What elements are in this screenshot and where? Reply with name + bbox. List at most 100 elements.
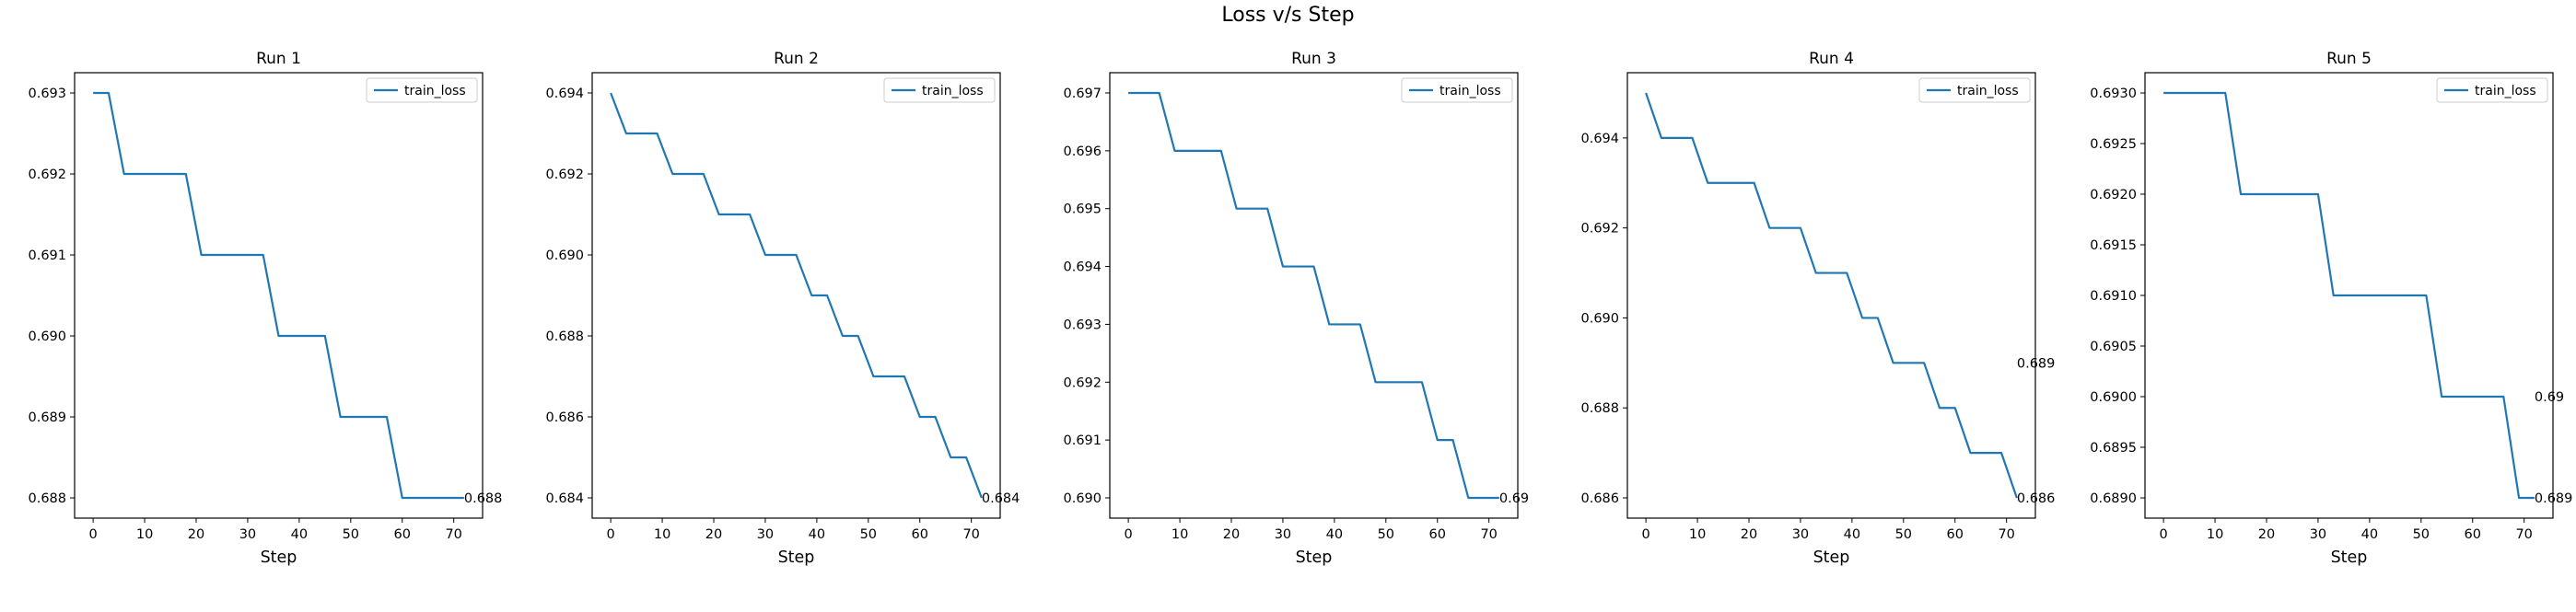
legend-label: train_loss (922, 84, 984, 98)
legend: train_loss (1401, 77, 1513, 103)
x-tick-label: 40 (809, 527, 825, 542)
value-annotation: 0.688 (464, 491, 503, 506)
y-tick-label: 0.691 (1063, 433, 1102, 448)
x-tick-label: 20 (1223, 527, 1240, 542)
x-tick-label: 60 (1429, 527, 1446, 542)
series-line-train_loss (93, 91, 464, 500)
subplot-run-5: Run 5 0 10 20 30 40 50 60 70 0.6890 0.6895 0.6900 0.… (2090, 50, 2572, 567)
x-tick-label: 40 (2361, 527, 2378, 542)
x-tick-label: 50 (2413, 527, 2430, 542)
series-line-train_loss (1128, 91, 1499, 500)
x-tick-label: 50 (860, 527, 877, 542)
x-tick-label: 30 (239, 527, 256, 542)
subplot-run-2: Run 2 0 10 20 30 40 50 60 70 0.684 0.686 0.688 0.690… (545, 50, 1020, 567)
y-tick-label: 0.6910 (2090, 289, 2137, 304)
y-tick-label: 0.691 (28, 248, 66, 263)
subplot-title: Run 3 (1291, 50, 1336, 68)
y-tick-label: 0.694 (1063, 260, 1102, 275)
subplot-title: Run 4 (1809, 50, 1854, 68)
x-tick-label: 20 (188, 527, 204, 542)
x-tick-label: 60 (2465, 527, 2481, 542)
y-tick-label: 0.696 (1063, 144, 1102, 159)
legend-label: train_loss (1957, 84, 2019, 98)
y-tick-label: 0.686 (1580, 491, 1619, 506)
x-tick-label: 20 (2258, 527, 2275, 542)
x-tick-label: 0 (89, 527, 98, 542)
y-tick-label: 0.6920 (2090, 188, 2137, 202)
legend-box (883, 77, 996, 103)
x-tick-label: 10 (1689, 527, 1706, 542)
x-tick-label: 10 (654, 527, 670, 542)
x-axis-label: Step (2331, 548, 2368, 567)
y-tick-label: 0.6905 (2090, 340, 2137, 354)
x-tick-label: 40 (1844, 527, 1860, 542)
legend: train_loss (2436, 77, 2548, 103)
y-tick-label: 0.688 (545, 329, 584, 344)
y-tick-label: 0.694 (545, 87, 584, 101)
series-line-train_loss (2163, 91, 2535, 500)
subplot-title: Run 1 (256, 50, 301, 68)
x-axis-label: Step (1296, 548, 1333, 567)
axes-frame (74, 72, 484, 519)
x-tick-label: 60 (1947, 527, 1964, 542)
value-annotation: 0.689 (2017, 356, 2056, 371)
x-tick-label: 50 (343, 527, 359, 542)
value-annotation: 0.689 (2535, 491, 2573, 506)
legend-box (1401, 77, 1513, 103)
series-line-train_loss (1645, 92, 2018, 499)
y-tick-label: 0.686 (545, 410, 584, 425)
legend: train_loss (1918, 77, 2031, 103)
value-annotation: 0.686 (2017, 491, 2056, 506)
subplot-title: Run 5 (2326, 50, 2372, 68)
x-tick-label: 70 (962, 527, 979, 542)
value-annotation: 0.69 (1499, 491, 1529, 506)
x-tick-label: 70 (445, 527, 461, 542)
y-tick-label: 0.6900 (2090, 390, 2137, 405)
legend-label: train_loss (1440, 84, 1501, 98)
y-tick-label: 0.689 (28, 410, 66, 425)
subplot-title: Run 2 (774, 50, 819, 68)
y-tick-label: 0.693 (28, 87, 66, 101)
x-tick-label: 20 (1741, 527, 1757, 542)
value-annotation: 0.69 (2535, 390, 2564, 405)
x-tick-label: 40 (291, 527, 308, 542)
y-tick-label: 0.695 (1063, 202, 1102, 217)
legend-label: train_loss (404, 84, 466, 98)
x-tick-label: 40 (1326, 527, 1343, 542)
y-tick-label: 0.6915 (2090, 238, 2137, 253)
y-tick-label: 0.684 (545, 491, 584, 506)
x-axis-label: Step (778, 548, 815, 567)
y-tick-label: 0.694 (1580, 132, 1619, 146)
x-tick-label: 30 (1275, 527, 1291, 542)
legend-box (1918, 77, 2031, 103)
x-tick-label: 20 (705, 527, 722, 542)
subplot-run-1: Run 1 0 10 20 30 40 50 60 70 0.688 0.689 0.690 0.691… (28, 50, 502, 567)
legend-label: train_loss (2475, 84, 2536, 98)
legend: train_loss (366, 77, 478, 103)
x-tick-label: 30 (1792, 527, 1809, 542)
x-tick-label: 0 (2160, 527, 2168, 542)
legend-box (366, 77, 478, 103)
x-tick-label: 30 (2310, 527, 2326, 542)
y-tick-label: 0.697 (1063, 87, 1102, 101)
y-tick-label: 0.6895 (2090, 441, 2137, 456)
y-tick-label: 0.692 (545, 167, 584, 182)
x-tick-label: 0 (1642, 527, 1650, 542)
y-tick-label: 0.6890 (2090, 491, 2137, 506)
y-tick-label: 0.690 (1580, 311, 1619, 326)
axes-frame (1109, 72, 1519, 519)
y-tick-label: 0.6930 (2090, 87, 2137, 101)
subplot-run-3: Run 3 0 10 20 30 40 50 60 70 0.690 0.691 0.692 0.693… (1063, 50, 1529, 567)
axes-frame (591, 72, 1001, 519)
x-tick-label: 70 (1998, 527, 2014, 542)
y-tick-label: 0.6925 (2090, 137, 2137, 152)
y-tick-label: 0.690 (1063, 491, 1102, 506)
y-tick-label: 0.692 (1580, 222, 1619, 237)
y-tick-label: 0.690 (28, 329, 66, 344)
legend: train_loss (883, 77, 996, 103)
x-axis-label: Step (1813, 548, 1850, 567)
legend-box (2436, 77, 2548, 103)
y-tick-label: 0.692 (1063, 375, 1102, 390)
y-tick-label: 0.692 (28, 167, 66, 182)
